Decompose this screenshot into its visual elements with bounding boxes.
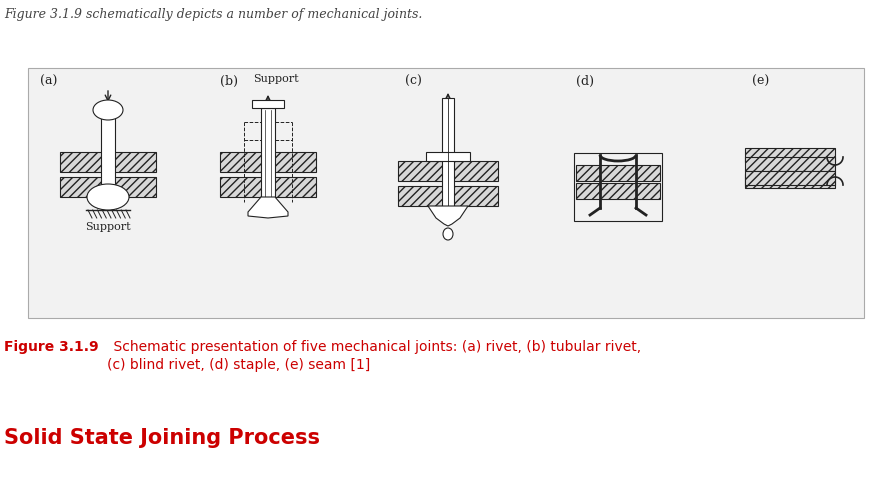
Text: (d): (d) — [576, 75, 594, 88]
Bar — [60, 152, 156, 172]
Bar — [745, 174, 835, 188]
Text: (e): (e) — [752, 75, 769, 88]
Bar — [745, 171, 835, 185]
Bar — [261, 108, 275, 202]
Bar — [220, 152, 316, 172]
Bar — [426, 152, 470, 161]
Bar — [398, 186, 498, 206]
Text: (b): (b) — [220, 75, 238, 88]
Polygon shape — [428, 206, 468, 226]
Bar — [28, 68, 864, 318]
Ellipse shape — [93, 100, 123, 120]
Bar — [576, 183, 660, 199]
Bar — [745, 148, 835, 188]
Text: (c): (c) — [405, 75, 422, 88]
Bar — [101, 105, 115, 200]
Bar — [576, 165, 660, 181]
Text: Solid State Joining Process: Solid State Joining Process — [4, 428, 320, 448]
Text: (c) blind rivet, (d) staple, (e) seam [1]: (c) blind rivet, (d) staple, (e) seam [1… — [72, 358, 370, 372]
Text: Figure 3.1.9: Figure 3.1.9 — [4, 340, 98, 354]
Text: (a): (a) — [40, 75, 57, 88]
Bar — [220, 177, 316, 197]
Bar — [745, 157, 835, 171]
Text: Support: Support — [253, 74, 299, 84]
Bar — [442, 98, 454, 208]
Bar — [574, 153, 662, 221]
Bar — [252, 100, 284, 108]
Text: Support: Support — [85, 222, 131, 232]
Bar — [60, 177, 156, 197]
Bar — [745, 148, 835, 162]
Polygon shape — [248, 197, 288, 218]
Ellipse shape — [443, 228, 453, 240]
Text: Figure 3.1.9 schematically depicts a number of mechanical joints.: Figure 3.1.9 schematically depicts a num… — [4, 8, 422, 21]
Ellipse shape — [87, 184, 129, 210]
Bar — [398, 161, 498, 181]
Text: Schematic presentation of five mechanical joints: (a) rivet, (b) tubular rivet,: Schematic presentation of five mechanica… — [96, 340, 641, 354]
